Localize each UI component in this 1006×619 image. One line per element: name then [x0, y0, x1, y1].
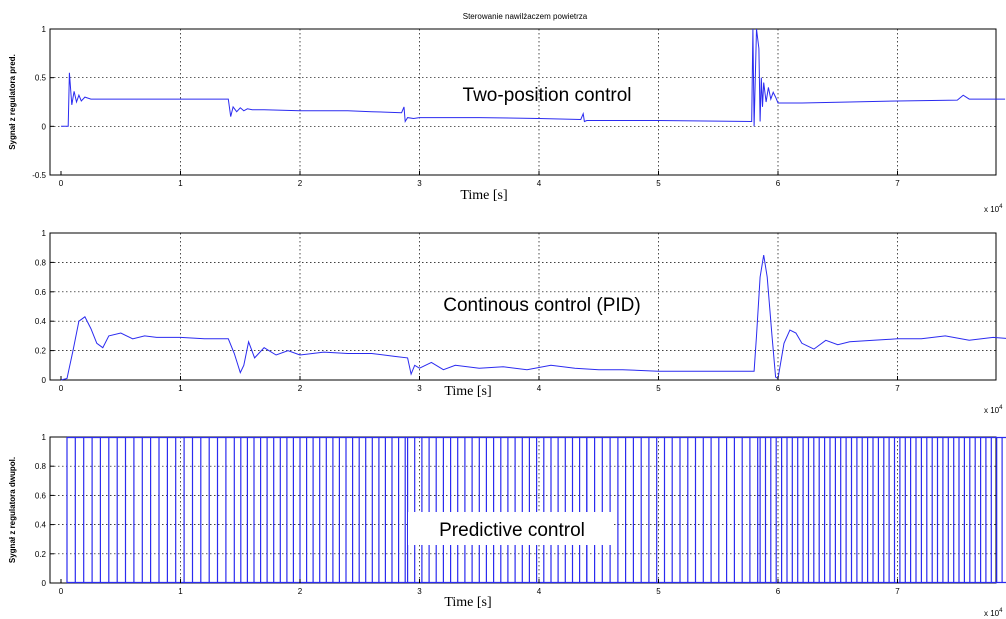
- x-tick-label: 5: [656, 384, 661, 393]
- plot-middle: 0 0.2 0.4 0.6 0.8 1 0 1 2 3 4 5 6 7 Time [s] Contino…: [35, 229, 1006, 415]
- x-axis-label-top: Time [s]: [460, 188, 507, 203]
- plot-top: -0.5 0 0.5 1 0 1 2 3 4 5 6 7 Sygnał z regulatora p…: [8, 25, 1006, 214]
- annotation-bottom: Predictive control: [439, 520, 585, 541]
- x-axis-label-middle: Time [s]: [444, 384, 491, 399]
- y-tick-label: 0.2: [35, 347, 47, 356]
- x-tick-label: 3: [417, 384, 422, 393]
- y-tick-label: 0: [42, 579, 47, 588]
- y-tick-label: 0.6: [35, 288, 47, 297]
- y-tick-label: 0.4: [35, 317, 47, 326]
- y-tick-label: 0.2: [35, 550, 47, 559]
- y-tick-label: 0.5: [35, 74, 47, 83]
- x-tick-label: 6: [776, 179, 781, 188]
- x-tick-label: 2: [298, 179, 303, 188]
- x-tick-label: 7: [895, 179, 900, 188]
- x-tick-label: 2: [298, 384, 303, 393]
- yticks-bottom: 0 0.2 0.4 0.6 0.8 1: [35, 433, 54, 588]
- x-tick-label: 7: [895, 587, 900, 596]
- x-tick-label: 0: [59, 384, 64, 393]
- xticks-top: 0 1 2 3 4 5 6 7: [59, 171, 900, 188]
- y-tick-label: 0.8: [35, 258, 47, 267]
- x-tick-label: 3: [417, 179, 422, 188]
- series-line: [60, 255, 1006, 381]
- grid-middle: [50, 233, 996, 380]
- x-tick-label: 5: [656, 587, 661, 596]
- y-tick-label: -0.5: [32, 171, 46, 180]
- y-tick-label: 0: [42, 376, 47, 385]
- yticks-top: -0.5 0 0.5 1: [32, 25, 54, 180]
- y-axis-label-top: Sygnał z regulatora pred.: [8, 54, 17, 150]
- x-tick-label: 6: [776, 587, 781, 596]
- x-tick-label: 2: [298, 587, 303, 596]
- series-bottom: [66, 436, 1006, 584]
- x-tick-label: 4: [537, 587, 542, 596]
- annotation-bottom-background: [408, 512, 614, 545]
- annotation-middle: Continous control (PID): [443, 295, 640, 316]
- x-axis-label-bottom: Time [s]: [444, 595, 491, 610]
- x-tick-label: 1: [178, 384, 183, 393]
- x-tick-label: 7: [895, 384, 900, 393]
- plot-bottom: 0 0.2 0.4 0.6 0.8 1 0 1 2 3 4 5 6 7 Sygnał z regulat…: [8, 433, 1006, 618]
- y-tick-label: 1: [42, 25, 47, 34]
- x-multiplier-middle: x 104: [984, 405, 1003, 415]
- axes-box-middle: [49, 232, 997, 381]
- y-tick-label: 1: [42, 229, 47, 238]
- x-tick-label: 0: [59, 179, 64, 188]
- y-tick-label: 0.6: [35, 491, 47, 500]
- x-tick-label: 6: [776, 384, 781, 393]
- y-tick-label: 0.4: [35, 521, 47, 530]
- x-tick-label: 0: [59, 587, 64, 596]
- x-multiplier-top: x 104: [984, 204, 1003, 214]
- series-middle: [60, 255, 1006, 381]
- xticks-bottom: 0 1 2 3 4 5 6 7: [59, 579, 900, 596]
- x-tick-label: 1: [178, 179, 183, 188]
- figure-title: Sterowanie nawilżaczem powietrza: [463, 12, 588, 21]
- x-tick-label: 4: [537, 384, 542, 393]
- axes-box-bottom: [49, 436, 997, 584]
- y-tick-label: 0.8: [35, 462, 47, 471]
- grid-top: [50, 29, 996, 175]
- x-tick-label: 4: [537, 179, 542, 188]
- annotation-top: Two-position control: [463, 85, 632, 106]
- y-tick-label: 0: [42, 122, 47, 131]
- series-top: [61, 28, 1006, 127]
- x-tick-label: 1: [178, 587, 183, 596]
- x-tick-label: 5: [656, 179, 661, 188]
- yticks-middle: 0 0.2 0.4 0.6 0.8 1: [35, 229, 54, 385]
- series-line: [61, 28, 1006, 127]
- y-axis-label-bottom: Sygnał z regulatora dwupol.: [8, 457, 17, 563]
- x-tick-label: 3: [417, 587, 422, 596]
- x-multiplier-bottom: x 104: [984, 608, 1003, 618]
- xticks-middle: 0 1 2 3 4 5 6 7: [59, 376, 900, 393]
- y-tick-label: 1: [42, 433, 47, 442]
